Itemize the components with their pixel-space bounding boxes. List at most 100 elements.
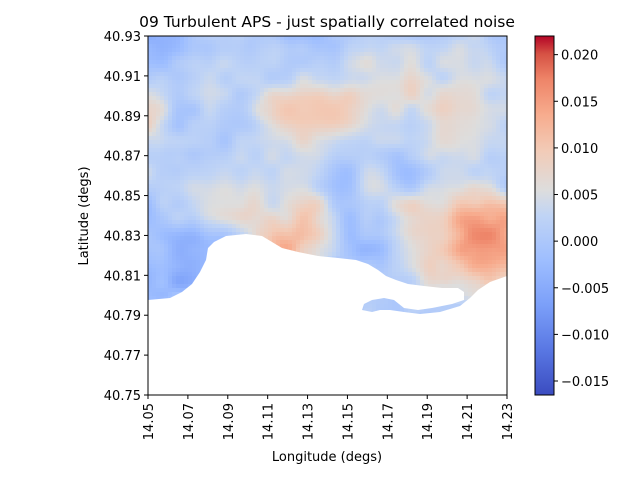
heatmap-cell bbox=[492, 248, 496, 252]
heatmap-cell bbox=[352, 148, 356, 152]
heatmap-cell bbox=[320, 56, 324, 60]
heatmap-cell bbox=[236, 80, 240, 84]
heatmap-cell bbox=[184, 112, 188, 116]
heatmap-cell bbox=[472, 252, 476, 256]
heatmap-cell bbox=[168, 116, 172, 120]
heatmap-cell bbox=[460, 244, 464, 248]
heatmap-cell bbox=[420, 172, 424, 176]
heatmap-cell bbox=[272, 92, 276, 96]
heatmap-cell bbox=[296, 80, 300, 84]
heatmap-cell bbox=[216, 148, 220, 152]
heatmap-cell bbox=[420, 152, 424, 156]
heatmap-cell bbox=[416, 40, 420, 44]
heatmap-cell bbox=[344, 96, 348, 100]
heatmap-cell bbox=[356, 160, 360, 164]
heatmap-cell bbox=[268, 212, 272, 216]
heatmap-cell bbox=[488, 132, 492, 136]
heatmap-cell bbox=[488, 236, 492, 240]
heatmap-cell bbox=[220, 156, 224, 160]
heatmap-cell bbox=[232, 188, 236, 192]
heatmap-cell bbox=[492, 216, 496, 220]
heatmap-cell bbox=[164, 64, 168, 68]
heatmap-cell bbox=[336, 64, 340, 68]
heatmap-cell bbox=[428, 144, 432, 148]
heatmap-cell bbox=[384, 252, 388, 256]
heatmap-cell bbox=[336, 116, 340, 120]
heatmap-cell bbox=[204, 200, 208, 204]
heatmap-cell bbox=[444, 232, 448, 236]
heatmap-cell bbox=[184, 200, 188, 204]
heatmap-cell bbox=[208, 80, 212, 84]
heatmap-cell bbox=[376, 184, 380, 188]
heatmap-cell bbox=[484, 84, 488, 88]
heatmap-cell bbox=[308, 36, 312, 40]
heatmap-cell bbox=[256, 36, 260, 40]
heatmap-cell bbox=[496, 144, 500, 148]
heatmap-cell bbox=[252, 196, 256, 200]
heatmap-cell bbox=[304, 236, 308, 240]
heatmap-cell bbox=[380, 160, 384, 164]
heatmap-cell bbox=[204, 240, 208, 244]
heatmap-cell bbox=[284, 164, 288, 168]
heatmap-cell bbox=[360, 176, 364, 180]
heatmap-cell bbox=[236, 100, 240, 104]
heatmap-cell bbox=[260, 40, 264, 44]
heatmap-cell bbox=[360, 220, 364, 224]
heatmap-cell bbox=[256, 84, 260, 88]
heatmap-cell bbox=[196, 44, 200, 48]
heatmap-cell bbox=[464, 252, 468, 256]
heatmap-cell bbox=[312, 144, 316, 148]
heatmap-cell bbox=[456, 232, 460, 236]
heatmap-cell bbox=[324, 200, 328, 204]
heatmap-cell bbox=[452, 160, 456, 164]
heatmap-cell bbox=[268, 188, 272, 192]
heatmap-cell bbox=[412, 136, 416, 140]
heatmap-cell bbox=[336, 52, 340, 56]
heatmap-cell bbox=[352, 104, 356, 108]
heatmap-cell bbox=[236, 64, 240, 68]
heatmap-cell bbox=[496, 72, 500, 76]
heatmap-cell bbox=[152, 192, 156, 196]
heatmap-cell bbox=[464, 212, 468, 216]
heatmap-cell bbox=[288, 216, 292, 220]
heatmap-cell bbox=[504, 184, 507, 188]
heatmap-cell bbox=[492, 52, 496, 56]
heatmap-cell bbox=[264, 204, 268, 208]
heatmap-cell bbox=[328, 180, 332, 184]
heatmap-cell bbox=[288, 156, 292, 160]
heatmap-cell bbox=[216, 176, 220, 180]
heatmap-cell bbox=[188, 56, 192, 60]
heatmap-cell bbox=[448, 180, 452, 184]
heatmap-cell bbox=[392, 188, 396, 192]
heatmap-cell bbox=[184, 84, 188, 88]
heatmap-cell bbox=[292, 84, 296, 88]
heatmap-cell bbox=[328, 148, 332, 152]
heatmap-cell bbox=[380, 52, 384, 56]
heatmap-cell bbox=[408, 208, 412, 212]
heatmap-cell bbox=[380, 212, 384, 216]
heatmap-cell bbox=[344, 244, 348, 248]
heatmap-cell bbox=[252, 92, 256, 96]
heatmap-cell bbox=[500, 228, 504, 232]
heatmap-cell bbox=[216, 228, 220, 232]
heatmap-cell bbox=[488, 52, 492, 56]
heatmap-cell bbox=[236, 92, 240, 96]
heatmap-cell bbox=[400, 228, 404, 232]
heatmap-cell bbox=[428, 252, 432, 256]
heatmap-cell bbox=[296, 136, 300, 140]
heatmap-cell bbox=[484, 136, 488, 140]
heatmap-cell bbox=[456, 96, 460, 100]
heatmap-cell bbox=[332, 204, 336, 208]
heatmap-cell bbox=[188, 216, 192, 220]
heatmap-cell bbox=[392, 148, 396, 152]
heatmap-cell bbox=[340, 88, 344, 92]
heatmap-cell bbox=[184, 36, 188, 40]
heatmap-cell bbox=[360, 48, 364, 52]
heatmap-cell bbox=[472, 168, 476, 172]
heatmap-cell bbox=[172, 200, 176, 204]
heatmap-cell bbox=[496, 128, 500, 132]
heatmap-cell bbox=[384, 176, 388, 180]
heatmap-cell bbox=[348, 212, 352, 216]
heatmap-cell bbox=[232, 44, 236, 48]
heatmap-cell bbox=[200, 240, 204, 244]
